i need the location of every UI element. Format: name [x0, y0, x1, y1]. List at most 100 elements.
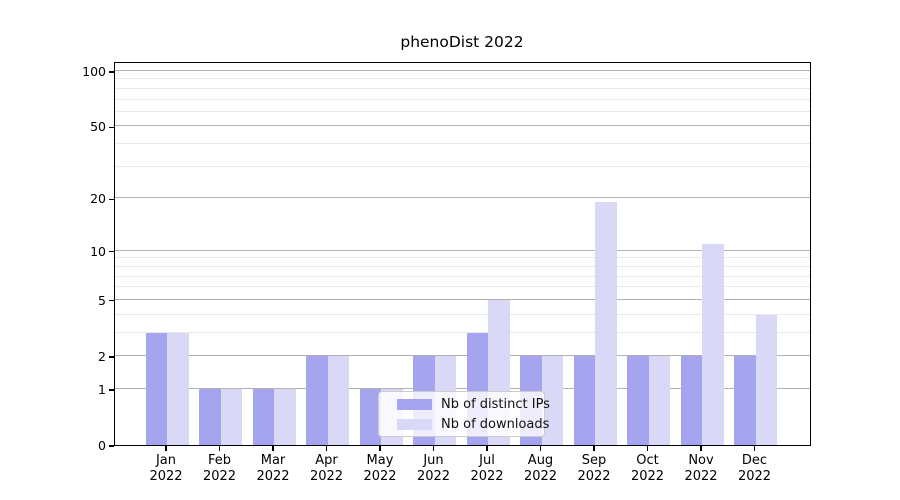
- x-tick-month: Oct: [636, 453, 659, 468]
- major-gridline: [115, 387, 810, 389]
- x-tick-year: 2022: [470, 469, 504, 484]
- x-tick-year: 2022: [416, 469, 451, 484]
- y-tick-label: 100: [82, 64, 106, 79]
- minor-gridline: [115, 87, 810, 89]
- bar-dec-downloads: [755, 314, 777, 445]
- bar-oct-distinct-ips: [627, 356, 649, 445]
- bar-may-distinct-ips: [359, 388, 381, 445]
- x-tick-label: Nov 2022: [669, 453, 733, 485]
- x-tick-year: 2022: [737, 469, 772, 484]
- x-tick-mark: [379, 446, 381, 451]
- x-tick-label: Jul 2022: [455, 453, 519, 485]
- major-gridline: [115, 298, 810, 300]
- x-tick-month: Mar: [260, 453, 286, 468]
- x-tick-month: Apr: [315, 453, 338, 468]
- x-tick-month: Feb: [207, 453, 232, 468]
- major-gridline: [115, 70, 810, 71]
- x-tick-year: 2022: [523, 469, 558, 484]
- minor-gridline: [115, 331, 810, 333]
- bar-jan-downloads: [167, 332, 189, 445]
- x-tick-year: 2022: [577, 469, 611, 484]
- bar-nov-downloads: [702, 243, 724, 445]
- minor-gridline: [115, 265, 810, 267]
- x-tick-mark: [593, 446, 595, 451]
- bar-apr-downloads: [327, 356, 349, 445]
- x-tick-month: Aug: [527, 453, 554, 468]
- x-tick-year: 2022: [363, 469, 397, 484]
- x-tick-month: Sep: [581, 453, 607, 468]
- bar-dec-distinct-ips: [734, 356, 756, 445]
- y-tick-mark: [109, 198, 114, 200]
- y-tick-mark: [109, 250, 114, 253]
- y-tick-label: 20: [90, 191, 106, 207]
- minor-gridline: [115, 286, 810, 288]
- x-tick-mark: [700, 446, 702, 451]
- minor-gridline: [115, 143, 810, 145]
- x-tick-year: 2022: [256, 469, 290, 484]
- bar-feb-distinct-ips: [199, 388, 221, 445]
- minor-gridline: [115, 165, 810, 167]
- x-tick-label: Sep 2022: [562, 453, 626, 485]
- x-tick-mark: [646, 446, 649, 451]
- x-tick-mark: [486, 446, 488, 451]
- y-tick-mark: [109, 71, 114, 73]
- x-tick-month: Dec: [741, 453, 768, 468]
- x-tick-label: Aug 2022: [509, 453, 573, 485]
- legend-label-distinct-ips: Nb of distinct IPs: [441, 396, 550, 412]
- bar-sep-distinct-ips: [573, 356, 595, 445]
- downloads-swatch-icon: [397, 418, 432, 430]
- bar-apr-distinct-ips: [306, 356, 328, 445]
- x-tick-label: Apr 2022: [295, 453, 359, 485]
- x-tick-month: Jan: [155, 453, 177, 468]
- legend-row-distinct-ips: Nb of distinct IPs: [397, 396, 550, 412]
- minor-gridline: [115, 275, 810, 277]
- x-tick-mark: [753, 446, 756, 451]
- x-tick-month: Jun: [423, 453, 444, 468]
- plot-area: [114, 62, 811, 446]
- x-tick-year: 2022: [684, 469, 718, 484]
- x-tick-mark: [432, 446, 435, 451]
- major-gridline: [115, 249, 810, 251]
- x-tick-month: Nov: [688, 453, 714, 468]
- x-tick-label: May 2022: [348, 453, 412, 485]
- bar-nov-distinct-ips: [680, 356, 702, 445]
- x-tick-label: Mar 2022: [241, 453, 305, 485]
- major-gridline: [115, 125, 810, 127]
- bar-sep-downloads: [595, 202, 617, 445]
- x-tick-month: May: [366, 453, 394, 468]
- bar-mar-distinct-ips: [252, 388, 274, 445]
- x-tick-label: Jan 2022: [134, 453, 198, 485]
- x-tick-year: 2022: [149, 469, 183, 484]
- x-tick-mark: [218, 446, 221, 451]
- legend: Nb of distinct IPs Nb of downloads: [378, 391, 550, 437]
- y-tick-label: 5: [98, 292, 106, 308]
- x-tick-mark: [539, 446, 542, 451]
- bar-feb-downloads: [220, 388, 242, 445]
- y-tick-label: 1: [98, 381, 106, 397]
- x-tick-year: 2022: [309, 469, 344, 484]
- bar-oct-downloads: [648, 356, 670, 445]
- major-gridline: [115, 197, 810, 199]
- distinct-ips-swatch-icon: [397, 398, 432, 410]
- x-tick-mark: [325, 446, 328, 451]
- minor-gridline: [115, 98, 810, 100]
- minor-gridline: [115, 313, 810, 315]
- x-tick-month: Jul: [479, 453, 495, 468]
- chart-title: phenoDist 2022: [400, 33, 524, 51]
- x-tick-label: Oct 2022: [616, 453, 680, 485]
- x-tick-label: Feb 2022: [188, 453, 252, 485]
- y-tick-mark: [109, 389, 114, 391]
- y-tick-mark: [109, 445, 114, 447]
- y-tick-label: 50: [90, 119, 106, 135]
- y-tick-label: 0: [98, 438, 106, 453]
- legend-label-downloads: Nb of downloads: [441, 416, 550, 432]
- y-tick-mark: [109, 126, 114, 129]
- x-tick-year: 2022: [202, 469, 237, 484]
- x-tick-label: Jun 2022: [402, 453, 466, 485]
- y-tick-label: 2: [98, 348, 106, 364]
- x-tick-mark: [165, 446, 167, 451]
- bar-jan-distinct-ips: [145, 332, 167, 445]
- y-tick-mark: [109, 356, 114, 358]
- y-tick-label: 10: [90, 243, 106, 259]
